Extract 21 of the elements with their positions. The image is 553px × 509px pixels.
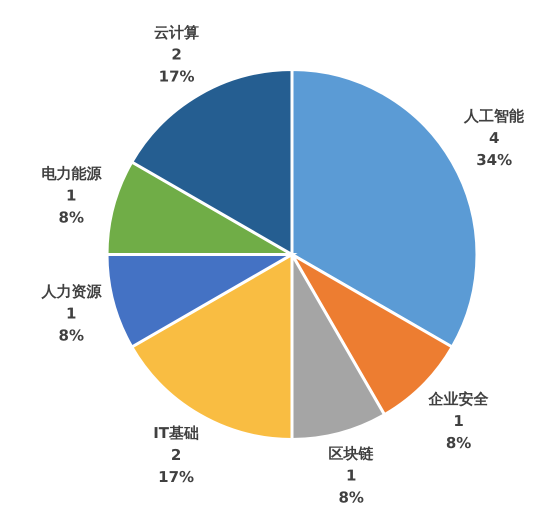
text: 8% [58,208,84,226]
data-label: 2 [170,446,182,464]
text: 17% [158,468,194,486]
data-label: 1 [346,466,356,484]
slice-label: 人工智能 [463,106,526,125]
slice-label: IT基础 [153,424,200,442]
slice-label: 企业安全 [428,390,490,408]
data-label: 1 [66,186,76,204]
text: 8% [58,326,84,345]
text: 34% [476,150,512,169]
slice-label: 区块链 [328,444,375,462]
slice-label: 人力资源 [40,282,102,301]
slice-label: 电力能源 [41,164,102,182]
data-label: 4 [488,128,500,147]
data-label: 2 [171,46,182,64]
text: 8% [338,488,364,506]
text: 17% [158,68,195,86]
slice-label: 云计算 [154,24,200,42]
text: 8% [446,434,472,452]
data-label: 1 [66,304,76,323]
data-label: 1 [453,412,464,430]
